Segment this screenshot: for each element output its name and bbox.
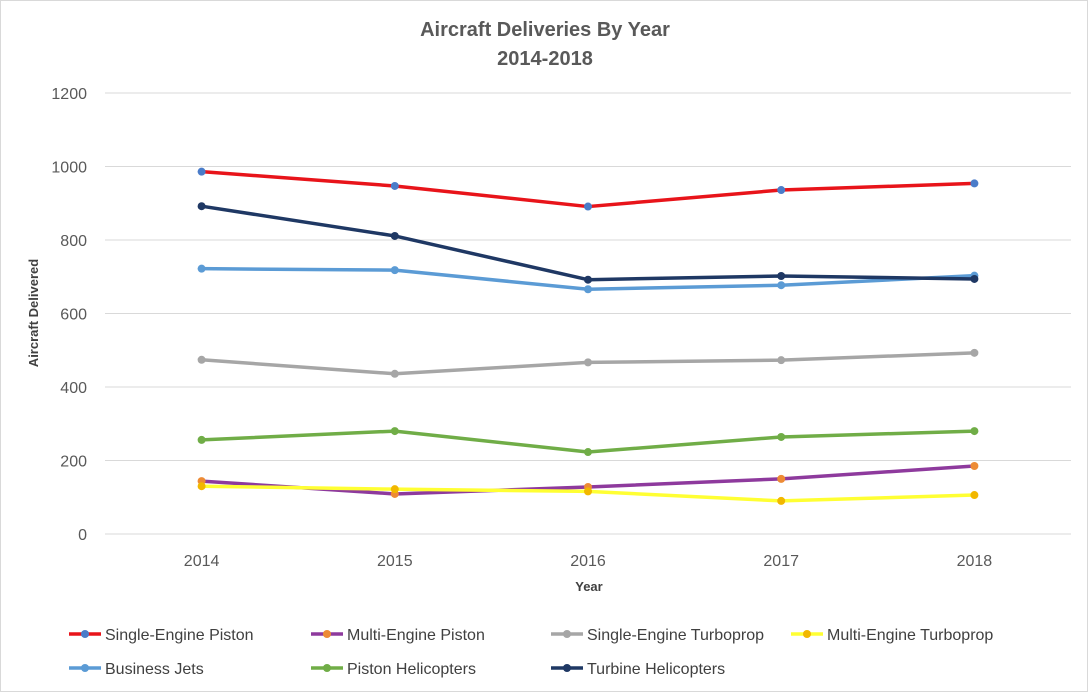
legend-swatch-marker — [563, 630, 571, 638]
y-tick-label: 800 — [60, 233, 87, 250]
data-point — [584, 448, 592, 457]
data-point — [584, 285, 592, 294]
series-multi-engine-turboprop — [197, 482, 979, 505]
legend-item: Multi-Engine Turboprop — [791, 627, 993, 644]
legend-label: Single-Engine Piston — [105, 627, 254, 644]
legend-swatch-marker — [323, 664, 331, 672]
series-lines — [197, 167, 979, 505]
data-point — [777, 272, 786, 281]
data-point — [390, 266, 399, 275]
legend-item: Single-Engine Turboprop — [551, 627, 764, 644]
data-point — [197, 202, 206, 211]
data-point — [197, 355, 206, 364]
x-tick-label: 2015 — [377, 553, 413, 570]
chart-subtitle: 2014-2018 — [497, 48, 593, 70]
x-tick-label: 2017 — [763, 553, 799, 570]
data-point — [777, 432, 786, 441]
series-business-jets — [197, 264, 979, 294]
data-point — [584, 358, 592, 367]
x-tick-label: 2014 — [184, 553, 220, 570]
legend-item: Piston Helicopters — [311, 661, 476, 678]
data-point — [970, 491, 979, 500]
data-point — [970, 348, 979, 357]
legend: Single-Engine Piston Multi-Engine Piston S… — [69, 627, 993, 678]
y-axis-label: Aircraft Delivered — [26, 259, 41, 367]
data-point — [777, 496, 786, 505]
data-point — [970, 274, 979, 283]
data-point — [777, 186, 786, 195]
legend-swatch-marker — [81, 664, 89, 672]
y-tick-label: 0 — [78, 527, 87, 544]
legend-swatch-marker — [81, 630, 89, 638]
legend-swatch-marker — [563, 664, 571, 672]
data-point — [777, 474, 786, 483]
legend-label: Turbine Helicopters — [587, 661, 725, 678]
legend-label: Single-Engine Turboprop — [587, 627, 764, 644]
series-single-engine-turboprop — [197, 348, 979, 378]
y-tick-label: 400 — [60, 380, 87, 397]
legend-item: Business Jets — [69, 661, 204, 678]
data-point — [390, 181, 399, 190]
data-point — [584, 275, 592, 284]
legend-label: Multi-Engine Piston — [347, 627, 485, 644]
data-point — [970, 462, 979, 471]
gridlines — [105, 92, 1071, 535]
series-piston-helicopters — [197, 427, 979, 457]
chart-title: Aircraft Deliveries By Year — [420, 19, 670, 41]
data-point — [390, 369, 399, 378]
legend-item: Multi-Engine Piston — [311, 627, 485, 644]
data-point — [390, 485, 399, 494]
legend-swatch-marker — [323, 630, 331, 638]
y-tick-label: 200 — [60, 454, 87, 471]
data-point — [584, 202, 592, 211]
data-point — [584, 487, 592, 496]
legend-label: Business Jets — [105, 661, 204, 678]
y-tick-label: 1200 — [51, 86, 87, 103]
data-point — [197, 167, 206, 176]
x-tick-label: 2016 — [570, 553, 606, 570]
legend-label: Multi-Engine Turboprop — [827, 627, 993, 644]
x-axis-label: Year — [575, 579, 602, 594]
series-line — [199, 169, 977, 209]
data-point — [970, 179, 979, 188]
data-point — [390, 427, 399, 436]
legend-label: Piston Helicopters — [347, 661, 476, 678]
data-point — [390, 231, 399, 240]
data-point — [197, 435, 206, 444]
legend-item: Single-Engine Piston — [69, 627, 254, 644]
legend-item: Turbine Helicopters — [551, 661, 725, 678]
legend-swatch-marker — [803, 630, 811, 638]
series-turbine-helicopters — [197, 202, 979, 284]
data-point — [197, 482, 206, 491]
data-point — [777, 281, 786, 290]
y-axis-ticks: 0 200 400 600 800 1000 1200 — [51, 86, 87, 544]
y-tick-label: 1000 — [51, 160, 87, 177]
y-tick-label: 600 — [60, 307, 87, 324]
data-point — [777, 356, 786, 365]
series-single-engine-piston — [197, 167, 979, 211]
x-tick-label: 2018 — [957, 553, 993, 570]
x-axis-ticks: 2014 2015 2016 2017 2018 — [184, 553, 992, 570]
data-point — [970, 427, 979, 436]
data-point — [197, 264, 206, 273]
